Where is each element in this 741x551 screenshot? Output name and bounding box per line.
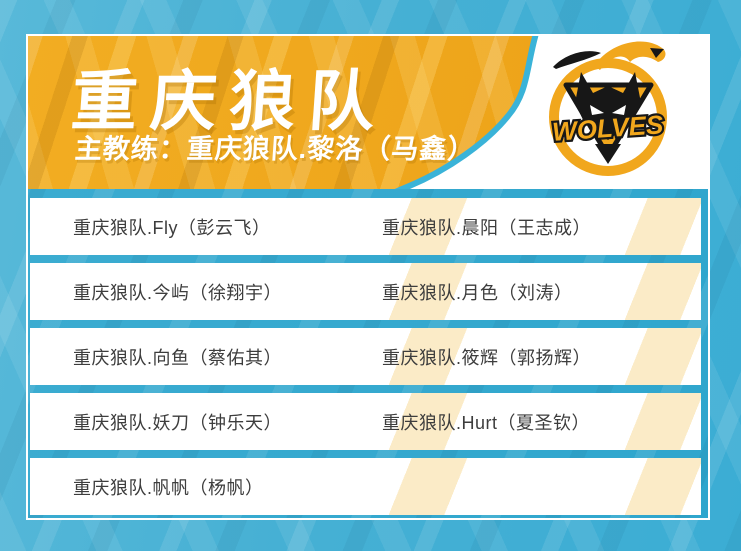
player-row: 重庆狼队.妖刀（钟乐天） 重庆狼队.Hurt（夏圣钦） xyxy=(30,393,701,450)
player-name: 重庆狼队.月色（刘涛） xyxy=(382,282,573,303)
player-list: 重庆狼队.Fly（彭云飞） 重庆狼队.晨阳（王志成） 重庆狼队.今屿（徐翔宇） … xyxy=(28,189,708,518)
wolf-tail-icon xyxy=(594,41,666,70)
player-name: 重庆狼队.向鱼（蔡佑其） xyxy=(73,347,282,368)
player-row: 重庆狼队.今屿（徐翔宇） 重庆狼队.月色（刘涛） xyxy=(30,263,701,320)
wolf-eye-right-icon xyxy=(612,105,626,115)
player-name: 重庆狼队.妖刀（钟乐天） xyxy=(73,412,282,433)
roster-card: 重庆狼队 主教练：重庆狼队.黎洛（马鑫） WOLV xyxy=(26,34,710,520)
wolf-head-icon xyxy=(575,72,641,140)
panel-curve-border xyxy=(394,36,539,189)
team-logo: WOLVES xyxy=(394,36,708,189)
player-name: 重庆狼队.Fly（彭云飞） xyxy=(73,217,271,238)
logo-chin-triangle xyxy=(595,144,621,164)
player-name: 重庆狼队.筱辉（郭扬辉） xyxy=(382,347,591,368)
team-header: 重庆狼队 主教练：重庆狼队.黎洛（马鑫） WOLV xyxy=(28,36,708,189)
player-row: 重庆狼队.向鱼（蔡佑其） 重庆狼队.筱辉（郭扬辉） xyxy=(30,328,701,385)
player-name: 重庆狼队.晨阳（王志成） xyxy=(382,217,591,238)
player-name: 重庆狼队.Hurt（夏圣钦） xyxy=(382,412,591,433)
wolves-ring-icon xyxy=(549,58,667,176)
player-name: 重庆狼队.今屿（徐翔宇） xyxy=(73,282,282,303)
player-row: 重庆狼队.帆帆（杨帆） xyxy=(30,458,701,515)
player-name: 重庆狼队.帆帆（杨帆） xyxy=(73,477,264,498)
player-row: 重庆狼队.Fly（彭云飞） 重庆狼队.晨阳（王志成） xyxy=(30,198,701,255)
wolf-tail-tip-icon xyxy=(650,48,664,58)
swoosh-icon xyxy=(553,51,601,69)
wolf-eye-left-icon xyxy=(590,105,604,115)
